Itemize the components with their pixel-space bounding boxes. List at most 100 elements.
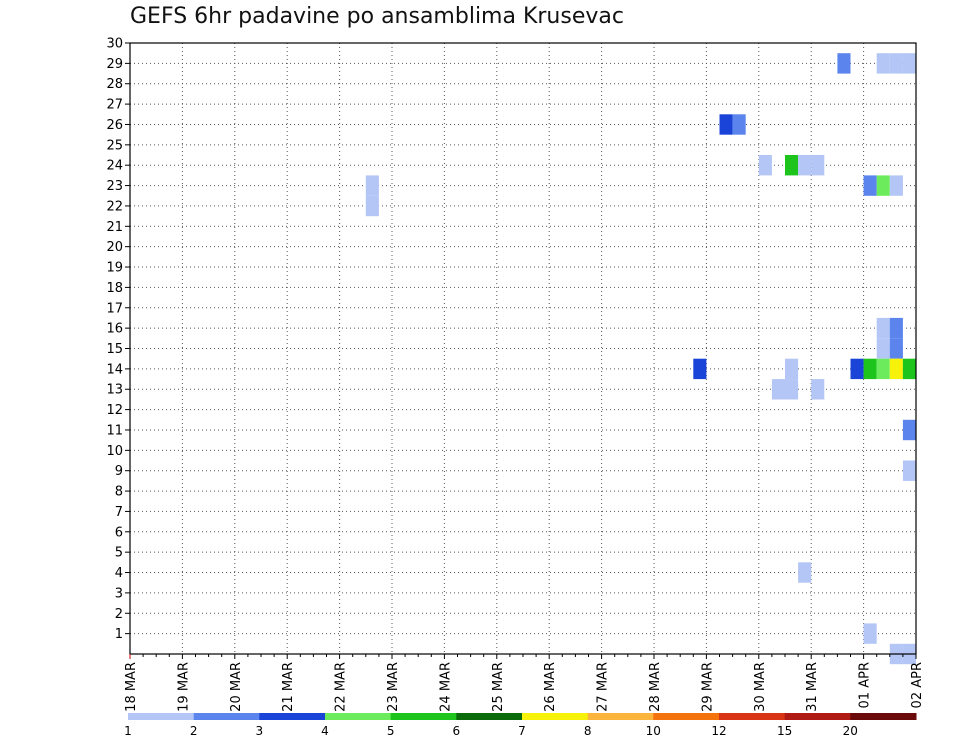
colorbar-segment [587,713,654,720]
colorbar-segment [193,713,260,720]
x-tick-label: 22 MAR [334,662,349,712]
grid [130,42,916,654]
x-tick-label: 18 MAR [124,662,139,712]
precip-cell [889,358,903,380]
y-tick-label: 1 [115,627,123,642]
precip-cell [863,358,877,380]
precip-cell [876,175,890,196]
precip-cell [365,195,379,217]
precip-cell [785,155,799,176]
y-tick-label: 28 [106,77,123,92]
y-tick-label: 22 [106,199,123,214]
y-tick-label: 20 [106,240,123,255]
y-tick-label: 7 [115,505,123,520]
y-tick-label: 21 [106,220,123,235]
colorbar-label: 5 [387,724,395,738]
y-tick-label: 9 [115,464,123,479]
y-tick-label: 25 [106,138,123,153]
precip-cell [902,460,916,481]
y-tick-label: 23 [106,179,123,194]
precip-cell [719,114,733,135]
colorbar-label: 4 [321,724,329,738]
precip-cell [811,155,825,176]
colorbar-segment [325,713,392,720]
y-tick-label: 5 [115,546,123,561]
precip-cell [889,338,903,359]
precip-cell [876,358,890,380]
precip-cell [732,114,746,135]
precip-cell [837,53,851,74]
colorbar-segment [653,713,720,720]
x-tick-label: 23 MAR [386,662,401,712]
precip-cell [850,358,864,380]
precip-cell [811,379,825,400]
x-tick-label: 30 MAR [753,662,768,712]
y-tick-label: 12 [106,403,123,418]
y-tick-label: 11 [106,423,123,438]
x-tick-label: 19 MAR [176,662,191,712]
colorbar-label: 8 [584,724,592,738]
y-tick-label: 8 [115,485,123,500]
precip-cell [876,338,890,359]
precip-cell [798,155,812,176]
colorbar-segment [719,713,786,720]
precip-cell [902,53,916,74]
y-tick-label: 3 [115,586,123,601]
colorbar-segment [128,713,195,720]
colorbar-label: 7 [518,724,526,738]
colorbar-label: 20 [843,724,858,738]
y-tick-label: 17 [106,301,123,316]
y-tick-label: 2 [115,607,123,622]
colorbar-label: 15 [777,724,792,738]
precip-cell [889,175,903,196]
y-tick-label: 16 [106,322,123,337]
colorbar-label: 1 [124,724,132,738]
x-tick-label: 24 MAR [438,662,453,712]
y-tick-label: 24 [106,159,123,174]
x-tick-label: 20 MAR [229,662,244,712]
y-tick-label: 4 [115,566,123,581]
precip-cell [365,175,379,196]
x-tick-label: 31 MAR [805,662,820,712]
colorbar-label: 3 [255,724,263,738]
chart-title: GEFS 6hr padavine po ansamblima Krusevac [130,4,624,29]
precip-cell [863,623,877,644]
x-tick-label: 29 MAR [700,662,715,712]
precip-cell [876,53,890,74]
y-tick-label: 27 [106,98,123,113]
colorbar-segment [784,713,851,720]
colorbar-segment [390,713,457,720]
precip-cell [798,562,812,583]
colorbar-label: 10 [646,724,661,738]
precip-cell [876,317,890,339]
precip-cell [889,317,903,339]
y-tick-label: 6 [115,525,123,540]
y-tick-label: 29 [106,57,123,72]
precip-cell [771,379,785,400]
colorbar-segment [522,713,589,720]
y-tick-label: 10 [106,444,123,459]
y-tick-label: 19 [106,261,123,276]
y-tick-label: 15 [106,342,123,357]
x-tick-label: 27 MAR [596,662,611,712]
y-tick-label: 14 [106,362,123,377]
colorbar-segment [850,713,917,720]
x-tick-label: 02 APR [910,662,925,708]
precip-cell [693,358,707,380]
x-tick-label: 28 MAR [648,662,663,712]
x-tick-label: 26 MAR [543,662,558,712]
colorbar-label: 12 [711,724,726,738]
precip-cell [863,175,877,196]
x-tick-label: 21 MAR [281,662,296,712]
colorbar-label: 6 [452,724,460,738]
y-tick-label: 30 [106,37,123,52]
colorbar-segment [456,713,523,720]
precip-cell [758,155,772,176]
y-tick-label: 26 [106,118,123,133]
x-tick-label: 01 APR [858,662,873,708]
x-tick-label: 25 MAR [491,662,506,712]
y-tick-label: 13 [106,383,123,398]
y-tick-label: 18 [106,281,123,296]
precip-cell [785,358,799,380]
